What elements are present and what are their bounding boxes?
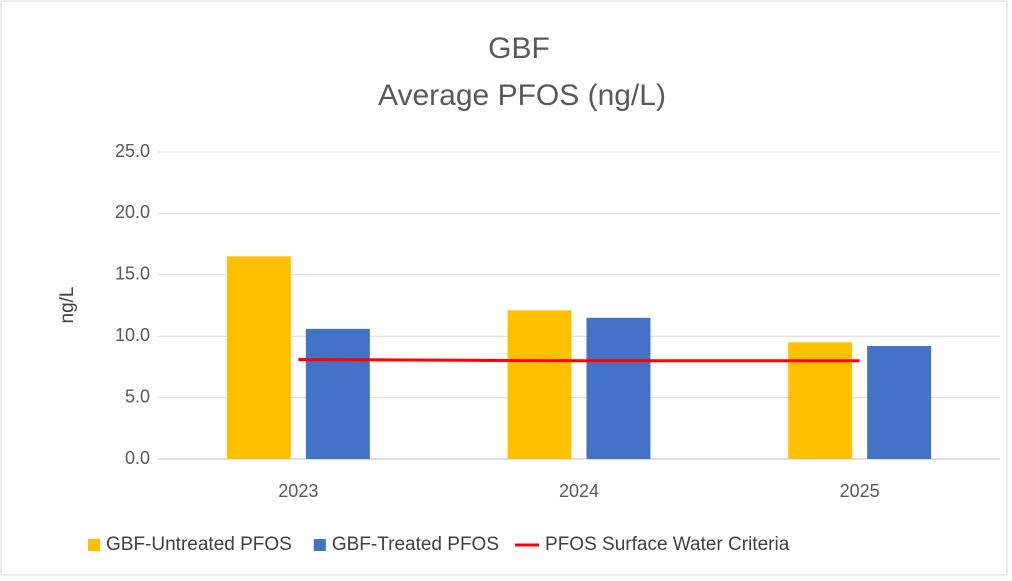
y-tick-label: 25.0 xyxy=(115,141,150,161)
bar xyxy=(305,328,370,459)
bar xyxy=(586,317,651,459)
y-axis-label: ng/L xyxy=(57,287,78,324)
chart-subtitle: Average PFOS (ng/L) xyxy=(378,79,666,112)
chart-title: GBF xyxy=(488,32,550,65)
y-tick-label: 5.0 xyxy=(125,386,150,406)
y-tick-label: 0.0 xyxy=(125,448,150,468)
bar xyxy=(507,310,572,459)
x-tick-label: 2024 xyxy=(559,481,599,501)
bar xyxy=(226,256,291,459)
y-tick-label: 10.0 xyxy=(115,325,150,345)
legend-label: GBF-Untreated PFOS xyxy=(106,534,292,555)
y-tick-label: 20.0 xyxy=(115,202,150,222)
criteria-line xyxy=(298,358,860,363)
x-tick-label: 2025 xyxy=(840,481,880,501)
legend-swatch xyxy=(313,539,326,551)
y-tick-label: 15.0 xyxy=(115,264,150,284)
legend-label: PFOS Surface Water Criteria xyxy=(545,534,790,555)
legend-swatch xyxy=(88,539,100,551)
x-tick-label: 2023 xyxy=(278,481,318,501)
legend-label: GBF-Treated PFOS xyxy=(332,534,499,555)
bar xyxy=(867,346,932,459)
